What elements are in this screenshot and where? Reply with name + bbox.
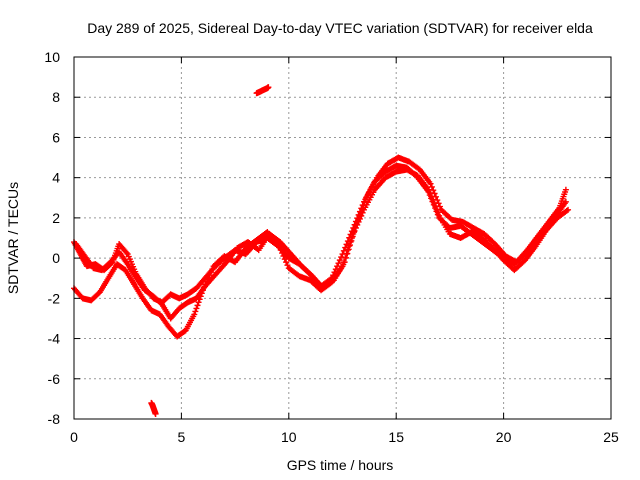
gridlines (74, 57, 611, 419)
x-tick-label: 0 (70, 429, 78, 445)
y-tick-label: -4 (48, 331, 61, 347)
y-tick-label: 0 (52, 250, 60, 266)
x-tick-label: 5 (178, 429, 186, 445)
y-tick-label: 6 (52, 129, 60, 145)
y-tick-label: -2 (48, 290, 61, 306)
series-outlier-low (148, 399, 159, 417)
x-tick-label: 15 (388, 429, 404, 445)
x-axis-label: GPS time / hours (287, 457, 394, 473)
y-tick-label: 2 (52, 210, 60, 226)
series-markers (71, 166, 572, 340)
y-tick-label: 4 (52, 170, 60, 186)
series-markers (73, 154, 569, 322)
x-tick-label: 20 (496, 429, 512, 445)
series-outlier-high (253, 84, 272, 97)
series-markers (148, 399, 159, 417)
y-axis-ticks: -8 -6 -4 -2 0 2 4 6 8 10 (44, 49, 611, 427)
y-tick-label: 8 (52, 89, 60, 105)
plot-frame (73, 56, 612, 420)
y-tick-label: -6 (48, 371, 61, 387)
x-tick-label: 25 (603, 429, 619, 445)
data-points (71, 84, 572, 417)
x-axis-ticks: 0 5 10 15 20 25 (70, 57, 619, 445)
y-tick-label: -8 (48, 411, 61, 427)
series-track-b (71, 166, 572, 340)
y-tick-label: 10 (44, 49, 60, 65)
x-tick-label: 10 (281, 429, 297, 445)
series-track-c (73, 154, 569, 322)
series-markers (253, 84, 272, 97)
y-axis-label: SDTVAR / TECUs (5, 182, 21, 294)
chart-title: Day 289 of 2025, Sidereal Day-to-day VTE… (87, 20, 593, 36)
